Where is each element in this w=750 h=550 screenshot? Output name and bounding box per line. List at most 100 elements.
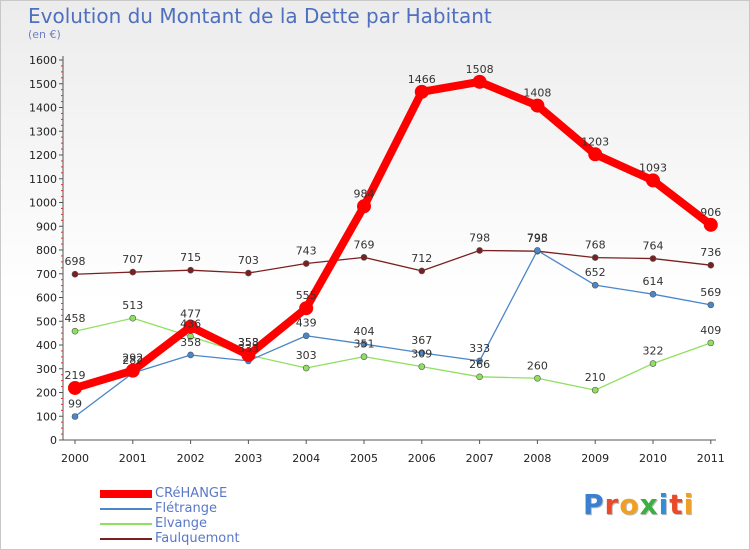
data-label: 292 [122,352,143,365]
x-tick-label: 2000 [61,452,89,465]
y-tick-label: 1600 [29,54,57,67]
y-tick-label: 700 [36,268,57,281]
series-line-créhange [71,77,715,392]
legend-swatch [100,522,152,525]
data-label: 333 [238,342,259,355]
data-label: 477 [180,308,201,321]
data-label: 768 [585,239,606,252]
legend-item: Flétrange [100,501,240,516]
data-point [707,339,715,347]
y-tick-label: 300 [36,363,57,376]
y-tick-label: 0 [50,434,57,447]
data-label: 358 [238,336,259,349]
data-label: 309 [411,348,432,361]
data-label: 769 [354,238,375,251]
x-tick-label: 2008 [523,452,551,465]
data-point [646,173,660,188]
legend-item: Faulquemont [100,531,240,546]
data-label: 358 [180,336,201,349]
legend-label: CRéHANGE [155,486,228,501]
data-label: 439 [296,317,317,330]
y-tick-label: 1200 [29,149,57,162]
data-point [707,301,715,309]
data-label: 1508 [466,63,494,76]
data-point [299,301,314,316]
data-label: 712 [411,252,432,265]
series-line-flétrange [74,249,712,418]
legend-label: Faulquemont [155,531,240,546]
data-point [588,147,603,162]
x-tick-label: 2006 [408,452,436,465]
data-label: 698 [65,255,86,268]
data-point [302,364,310,372]
data-label: 436 [180,317,201,330]
data-point [245,269,252,277]
y-tick-label: 200 [36,387,57,400]
x-tick-label: 2005 [350,452,378,465]
data-label: 404 [354,325,375,338]
series-line-elvange [74,317,712,391]
data-point [71,327,79,335]
data-point [703,217,718,232]
data-point [707,261,715,269]
data-label: 1093 [639,161,667,174]
y-tick-label: 1500 [29,78,57,91]
data-point [71,413,79,420]
x-tick-label: 2004 [292,452,320,465]
data-point [418,267,426,275]
x-tick-label: 2002 [177,452,205,465]
data-label: 906 [700,206,721,219]
data-point [414,84,429,99]
data-point [360,353,368,360]
chart-subtitle: (en €) [28,28,61,41]
data-point [476,373,483,381]
data-label: 798 [469,231,490,244]
series-group [68,74,718,420]
data-point [418,363,426,370]
data-point [649,360,657,367]
data-point [129,268,137,276]
data-point [649,255,657,262]
y-tick-label: 100 [36,410,57,423]
data-label: 1203 [581,135,609,148]
legend-item: CRéHANGE [100,486,240,501]
y-tick-label: 600 [36,292,57,305]
data-label: 764 [643,240,664,253]
data-point [360,340,368,348]
data-point [534,374,541,382]
data-label: 303 [296,349,317,362]
data-label: 703 [238,254,259,267]
data-label: 282 [122,354,143,367]
legend-label: Elvange [155,516,207,531]
x-tick-label: 2009 [581,452,609,465]
legend-swatch [100,507,152,510]
data-label: 1408 [523,87,551,100]
data-label: 333 [469,342,490,355]
proxiti-logo: Proxiti [583,488,695,521]
x-tick-label: 2010 [639,452,667,465]
data-point [591,281,599,289]
data-point [418,349,426,357]
data-labels: 219 292 477 353 555 984 1466 1508 1408 1203 1093 90… [65,63,722,411]
data-label: 458 [65,312,86,325]
data-label: 707 [122,253,143,266]
data-label: 260 [527,359,548,372]
data-point [472,74,487,89]
data-label: 569 [700,286,721,299]
data-point [476,247,483,254]
data-label: 322 [643,345,664,358]
data-point [129,314,137,322]
y-tick-label: 900 [36,220,57,233]
data-label: 652 [585,266,606,279]
data-label: 367 [411,334,432,347]
data-label: 614 [643,275,664,288]
y-tick-label: 1300 [29,125,57,138]
data-point [476,357,483,365]
x-tick-label: 2007 [466,452,494,465]
data-point [68,380,82,395]
legend-swatch [100,489,152,498]
data-label: 99 [68,397,82,410]
legend-item: Elvange [100,516,240,531]
data-point [183,319,198,334]
